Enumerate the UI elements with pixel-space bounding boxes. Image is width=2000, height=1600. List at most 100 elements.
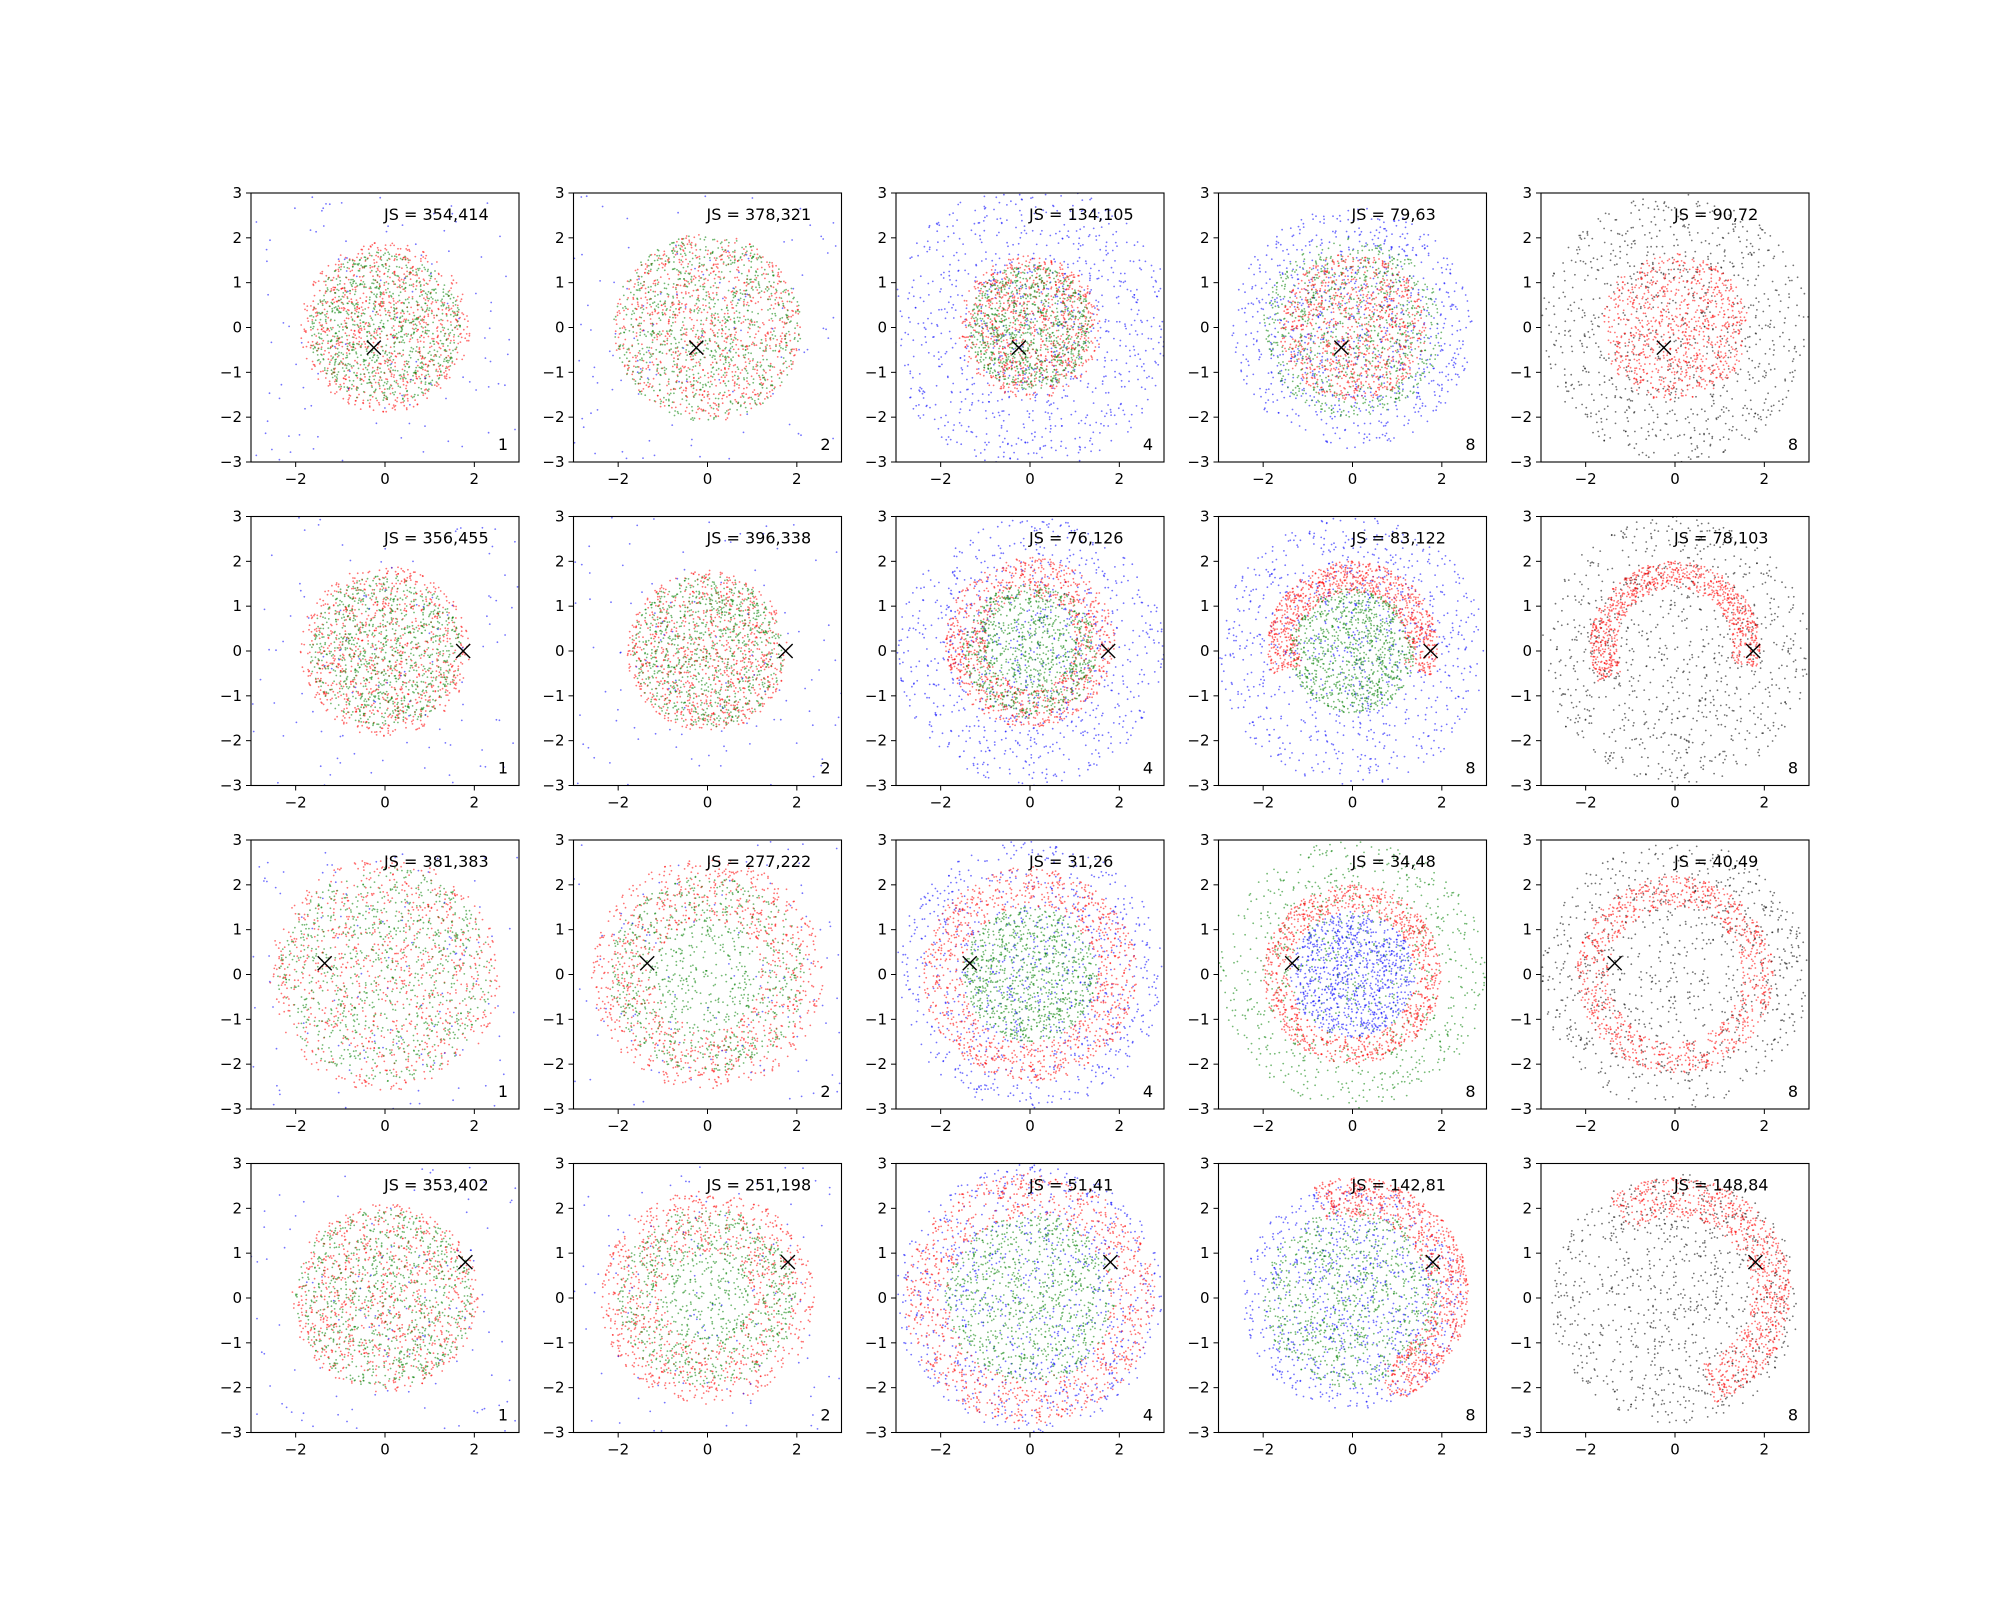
data-point (690, 280, 693, 282)
data-point (737, 298, 740, 301)
data-point (694, 243, 697, 246)
data-point (731, 345, 734, 348)
data-point (444, 332, 446, 335)
data-point (445, 356, 447, 359)
data-point (1140, 365, 1143, 368)
data-point (955, 279, 958, 282)
data-point (381, 390, 383, 393)
data-point (658, 330, 661, 333)
data-point (391, 280, 394, 283)
data-point (904, 331, 907, 334)
data-point (373, 370, 376, 372)
data-point (406, 257, 409, 260)
data-point (374, 305, 377, 308)
data-point (1105, 241, 1108, 244)
data-point (309, 326, 312, 329)
data-point (413, 328, 415, 331)
data-point (425, 388, 427, 391)
data-point (401, 267, 403, 270)
data-point (350, 346, 353, 348)
data-point (1054, 425, 1057, 427)
data-point (713, 314, 715, 316)
data-point (797, 304, 800, 307)
data-point (1058, 356, 1060, 359)
data-point (784, 337, 787, 340)
data-point (693, 352, 696, 355)
data-point (922, 397, 925, 399)
data-point (443, 229, 446, 232)
data-point (369, 315, 372, 317)
data-point (700, 277, 703, 279)
data-point (419, 355, 422, 357)
data-point (370, 384, 373, 387)
data-point (311, 340, 314, 343)
data-point (1161, 320, 1164, 323)
data-point (998, 231, 1000, 234)
data-point (345, 378, 347, 381)
data-point (763, 370, 766, 372)
data-point (322, 225, 325, 227)
data-point (743, 282, 745, 284)
data-point (1129, 290, 1132, 292)
data-point (661, 257, 663, 260)
data-point (1006, 443, 1009, 446)
data-point (434, 278, 436, 280)
data-point (435, 370, 437, 372)
data-point (1071, 217, 1073, 220)
data-point (382, 300, 385, 303)
data-point (783, 289, 786, 292)
data-point (699, 358, 702, 361)
data-point (338, 362, 341, 364)
data-point (793, 296, 795, 299)
data-point (322, 326, 325, 329)
data-point (766, 392, 768, 394)
data-point (659, 300, 662, 303)
data-point (408, 301, 410, 304)
y-tick-label: 3 (555, 184, 565, 202)
data-point (715, 404, 718, 407)
data-point (759, 402, 761, 405)
y-tick-label: −3 (220, 453, 242, 471)
data-point (636, 272, 638, 274)
data-point (331, 307, 334, 310)
data-point (708, 274, 711, 276)
data-point (337, 305, 340, 307)
data-point (340, 311, 342, 314)
data-point (725, 346, 727, 349)
data-point (346, 302, 349, 305)
corner-label: 1 (498, 435, 508, 454)
data-point (348, 259, 351, 262)
data-point (907, 316, 910, 319)
data-point (694, 254, 697, 257)
data-point (1127, 431, 1129, 433)
data-point (356, 306, 359, 308)
data-point (334, 375, 336, 377)
data-point (713, 324, 715, 327)
data-point (461, 445, 464, 448)
data-point (713, 373, 715, 376)
data-point (341, 367, 344, 369)
data-point (415, 366, 418, 369)
data-point (313, 364, 316, 366)
data-point (732, 307, 735, 309)
data-point (334, 360, 337, 363)
data-point (990, 357, 993, 359)
data-point (402, 401, 404, 404)
data-point (787, 315, 790, 318)
data-point (345, 374, 348, 376)
data-point (601, 205, 604, 208)
data-point (749, 335, 751, 338)
data-point (739, 297, 742, 300)
data-point (1136, 365, 1138, 367)
data-point (1155, 362, 1157, 364)
data-point (372, 375, 375, 377)
data-point (1050, 375, 1052, 378)
data-point (775, 343, 777, 346)
data-point (746, 380, 748, 383)
data-point (356, 301, 359, 304)
data-point (654, 284, 657, 287)
data-point (659, 361, 662, 364)
data-point (639, 289, 641, 292)
data-point (702, 329, 705, 332)
data-point (717, 316, 720, 318)
